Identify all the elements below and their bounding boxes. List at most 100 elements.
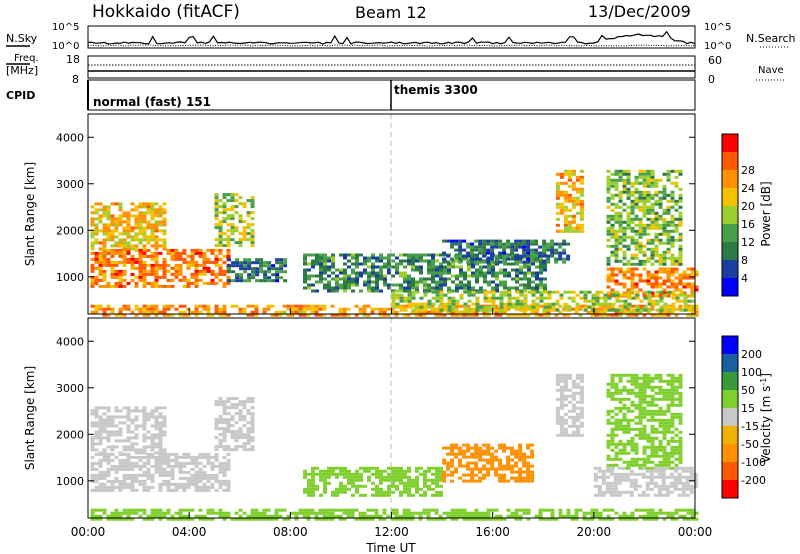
heatmap-cell <box>327 283 331 287</box>
heatmap-cell <box>114 424 119 428</box>
heatmap-cell <box>618 310 623 314</box>
heatmap-cell <box>563 397 568 401</box>
heatmap-cell <box>170 313 175 317</box>
heatmap-cell <box>658 223 663 227</box>
heatmap-cell <box>134 461 139 465</box>
heatmap-cell <box>134 304 139 308</box>
heatmap-cell <box>138 214 143 218</box>
heatmap-cell <box>158 263 163 267</box>
heatmap-cell <box>383 265 387 269</box>
heatmap-cell <box>198 310 203 314</box>
heatmap-cell <box>510 446 515 450</box>
heatmap-cell <box>462 443 467 447</box>
heatmap-cell <box>474 449 479 453</box>
heatmap-cell <box>182 284 187 288</box>
heatmap-cell <box>158 430 163 434</box>
heatmap-cell <box>634 433 639 437</box>
heatmap-cell <box>202 254 207 258</box>
heatmap-cell <box>114 269 119 273</box>
heatmap-cell <box>638 199 643 203</box>
heatmap-cell <box>134 266 139 270</box>
heatmap-cell <box>595 296 600 300</box>
heatmap-cell <box>455 265 459 269</box>
heatmap-cell <box>626 430 631 434</box>
heatmap-cell <box>355 490 359 494</box>
nsky-line <box>87 30 696 45</box>
heatmap-cell <box>650 439 655 443</box>
heatmap-cell <box>494 458 499 462</box>
heatmap-cell <box>462 449 467 453</box>
heatmap-cell <box>90 439 95 443</box>
heatmap-cell <box>622 169 627 173</box>
heatmap-cell <box>630 202 635 206</box>
heatmap-cell <box>402 517 407 521</box>
heatmap-cell <box>467 293 472 297</box>
heatmap-cell <box>222 412 227 416</box>
heatmap-cell <box>470 310 475 314</box>
heatmap-cell <box>610 181 615 185</box>
heatmap-cell <box>610 397 615 401</box>
heatmap-cell <box>427 268 431 272</box>
heatmap-cell <box>446 254 451 258</box>
heatmap-cell <box>538 251 543 255</box>
heatmap-cell <box>506 245 511 249</box>
heatmap-cell <box>218 199 223 203</box>
heatmap-cell <box>391 472 395 476</box>
heatmap-cell <box>626 193 631 197</box>
heatmap-cell <box>662 457 667 461</box>
heatmap-cell <box>435 475 439 479</box>
heatmap-cell <box>597 493 602 497</box>
heatmap-cell <box>558 514 563 518</box>
heatmap-cell <box>666 409 671 413</box>
heatmap-cell <box>622 235 627 239</box>
heatmap-cell <box>246 313 251 317</box>
heatmap-cell <box>511 286 515 290</box>
heatmap-cell <box>382 310 387 314</box>
heatmap-cell <box>626 463 631 467</box>
heatmap-cell <box>566 254 571 258</box>
heatmap-cell <box>371 265 375 269</box>
heatmap-cell <box>451 274 455 278</box>
heatmap-cell <box>403 487 407 491</box>
heatmap-cell <box>555 229 560 233</box>
heatmap-cell <box>134 415 139 419</box>
heatmap-cell <box>138 310 143 314</box>
heatmap-cell <box>562 239 567 243</box>
heatmap-cell <box>339 469 343 473</box>
heatmap-cell <box>638 409 643 413</box>
heatmap-cell <box>498 239 503 243</box>
heatmap-cell <box>239 261 244 265</box>
heatmap-cell <box>334 508 339 512</box>
heatmap-cell <box>571 290 576 294</box>
heatmap-cell <box>142 263 147 267</box>
heatmap-cell <box>691 293 696 297</box>
heatmap-cell <box>507 305 512 309</box>
heatmap-cell <box>102 430 107 434</box>
heatmap-cell <box>230 418 235 422</box>
heatmap-cell <box>658 214 663 218</box>
heatmap-cell <box>617 472 622 476</box>
heatmap-cell <box>626 270 631 274</box>
heatmap-cell <box>142 244 147 248</box>
heatmap-cell <box>621 472 626 476</box>
heatmap-cell <box>662 451 667 455</box>
heatmap-cell <box>278 310 283 314</box>
heatmap-cell <box>347 277 351 281</box>
heatmap-cell <box>631 296 636 300</box>
cpid-mode-2: themis 3300 <box>394 83 478 97</box>
heatmap-cell <box>511 262 515 266</box>
heatmap-cell <box>435 299 440 303</box>
heatmap-cell <box>626 220 631 224</box>
heatmap-cell <box>682 273 687 277</box>
heatmap-cell <box>231 261 236 265</box>
heatmap-cell <box>162 458 167 462</box>
heatmap-cell <box>670 388 675 392</box>
heatmap-cell <box>458 514 463 518</box>
heatmap-cell <box>387 268 391 272</box>
heatmap-cell <box>643 305 648 309</box>
heatmap-cell <box>146 307 151 311</box>
heatmap-cell <box>315 274 319 278</box>
heatmap-cell <box>311 253 315 257</box>
heatmap-cell <box>674 223 679 227</box>
heatmap-cell <box>642 436 647 440</box>
